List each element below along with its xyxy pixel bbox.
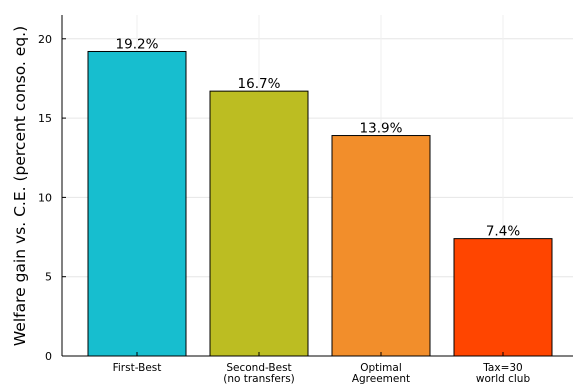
bar <box>209 90 309 357</box>
x-tick-label: world club <box>476 373 531 385</box>
y-ticks: 0 5 10 15 20 <box>38 33 66 363</box>
data-label: 7.4% <box>486 224 520 240</box>
y-tick-label: 10 <box>38 191 52 204</box>
x-tick-label: Agreement <box>352 373 410 385</box>
x-tick-label: Optimal <box>360 362 402 374</box>
y-tick-label: 20 <box>38 33 52 46</box>
bar <box>453 238 553 357</box>
data-labels: 19.2% 16.7% 13.9% 7.4% <box>116 36 521 239</box>
data-label: 16.7% <box>238 76 281 92</box>
x-tick-label: (no transfers) <box>223 373 295 385</box>
data-label: 13.9% <box>360 121 403 137</box>
x-tick-label: Second-Best <box>226 362 291 374</box>
y-tick-label: 0 <box>45 350 52 363</box>
y-tick-label: 15 <box>38 112 52 125</box>
bar <box>331 135 431 357</box>
x-tick-label: Tax=30 <box>482 362 522 374</box>
bar <box>87 50 187 357</box>
x-tick-labels: First-Best Second-Best(no transfers) Optim… <box>113 352 531 385</box>
y-axis-label: Welfare gain vs. C.E. (percent conso. eq… <box>11 26 29 346</box>
x-tick-label: First-Best <box>113 362 162 374</box>
bars <box>87 50 553 357</box>
y-tick-label: 5 <box>45 271 52 284</box>
data-label: 19.2% <box>116 36 159 52</box>
